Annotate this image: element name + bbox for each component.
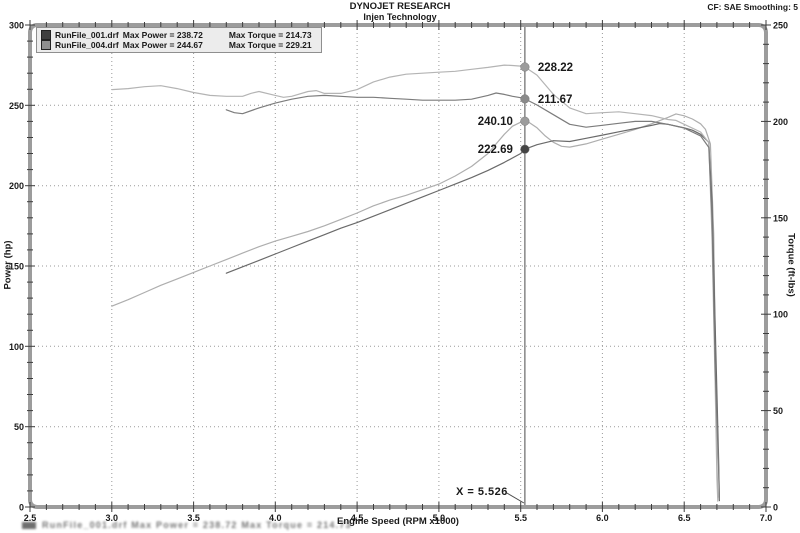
cursor-x-readout: X = 5.526 [456,486,508,498]
torque-tick-label: 150 [773,213,788,223]
torque-tick-label: 0 [773,503,778,513]
run001-max-power: Max Power = 238.72 [122,30,203,40]
legend-row-run004: RunFile_004.drf Max Power = 244.67 Max T… [41,40,312,50]
power-tick-label: 300 [9,21,24,31]
run001-max-torque: Max Torque = 214.73 [228,30,312,40]
power-tick-label: 250 [9,101,24,111]
power-axis-title: Power (hp) [2,240,14,290]
dyno-curve [111,64,719,502]
torque-axis-title: Torque (ft-lbs) [785,233,797,297]
cursor-value-dot [520,116,530,126]
x-tick-label: 4.5 [351,513,364,523]
torque-tick-label: 250 [773,21,788,31]
x-tick-label: 3.0 [106,513,119,523]
cursor-value-label: 222.69 [478,144,513,156]
run004-color-swatch [41,40,51,50]
cursor-value-label: 211.67 [538,94,573,106]
torque-tick-label: 100 [773,310,788,320]
dyno-curve [225,92,720,500]
torque-tick-label: 50 [773,406,783,416]
power-tick-label: 150 [9,262,24,272]
x-tick-label: 5.5 [514,513,527,523]
run001-file-label: RunFile_001.drf [55,30,119,40]
x-tick-label: 3.5 [187,513,200,523]
x-tick-label: 6.0 [596,513,609,523]
cursor-value-dot [520,62,530,72]
run004-file-label: RunFile_004.drf [55,40,119,50]
torque-tick-label: 200 [773,117,788,127]
cursor-value-label: 240.10 [478,116,513,128]
cutoff-swatch [22,522,36,529]
power-tick-label: 50 [14,422,24,432]
run-legend: RunFile_001.drf Max Power = 238.72 Max T… [36,27,322,53]
power-tick-label: 100 [9,342,24,352]
legend-row-run001: RunFile_001.drf Max Power = 238.72 Max T… [41,30,312,40]
chart-header: DYNOJET RESEARCH Injen Technology [0,1,800,23]
power-tick-label: 0 [19,503,24,513]
power-tick-label: 200 [9,181,24,191]
x-tick-label: 7.0 [760,513,773,523]
cursor-value-dot [520,144,530,154]
run004-max-torque: Max Torque = 229.21 [228,40,312,50]
dyno-curve [225,122,720,502]
chart-subtitle: Injen Technology [363,12,437,22]
x-tick-label: 2.5 [24,513,37,523]
correction-factor-label: CF: SAE Smoothing: 5 [707,2,798,12]
cursor-value-dot [520,94,530,104]
x-tick-label: 6.5 [678,513,691,523]
cursor-pointer-line [506,492,525,504]
chart-title: DYNOJET RESEARCH [349,1,451,12]
cursor-value-label: 228.22 [538,62,573,74]
run001-color-swatch [41,30,51,40]
x-tick-label: 5.0 [433,513,446,523]
run004-max-power: Max Power = 244.67 [122,40,203,50]
x-tick-label: 4.0 [269,513,282,523]
cutoff-status-row: RunFile_001.drf Max Power = 238.72 Max T… [22,521,452,532]
cutoff-text: RunFile_001.drf Max Power = 238.72 Max T… [42,521,352,530]
dyno-curve [111,113,719,498]
rpm-axis-title: Engine Speed (RPM x1000) [337,516,459,527]
